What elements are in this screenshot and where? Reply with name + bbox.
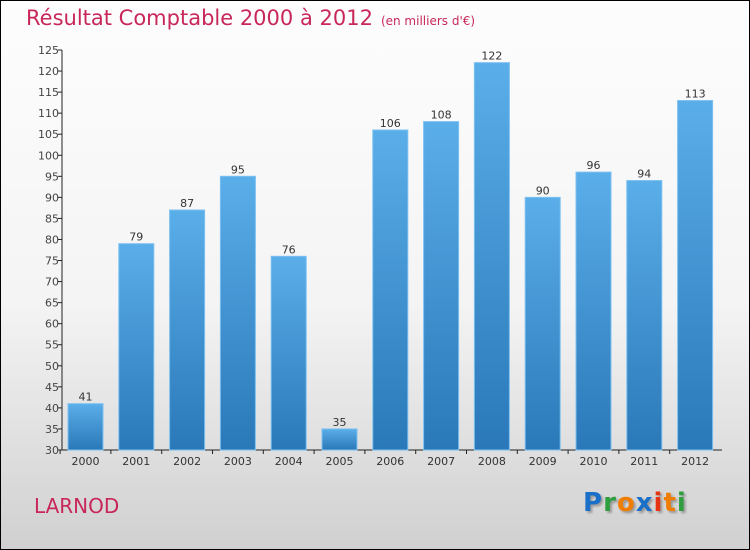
logo-letter: r xyxy=(603,488,617,518)
data-label-2008: 122 xyxy=(481,50,502,63)
bar-2000 xyxy=(67,403,104,451)
data-label-2003: 95 xyxy=(231,163,245,176)
data-label-2010: 96 xyxy=(587,159,601,172)
y-tick-label: 45 xyxy=(45,381,59,394)
bar-2009 xyxy=(524,196,561,451)
y-tick-label: 50 xyxy=(45,360,59,373)
data-label-2000: 41 xyxy=(79,391,93,404)
x-tick-label: 2006 xyxy=(376,455,404,468)
proxiti-logo: Proxiti xyxy=(583,488,687,518)
x-tick-label: 2000 xyxy=(72,455,100,468)
bar-2005 xyxy=(321,428,358,451)
data-label-2009: 90 xyxy=(536,184,550,197)
y-tick-label: 35 xyxy=(45,423,59,436)
y-tick-label: 100 xyxy=(38,149,59,162)
x-tick-label: 2007 xyxy=(427,455,455,468)
y-tick-label: 120 xyxy=(38,65,59,78)
data-label-2011: 94 xyxy=(637,168,651,181)
y-tick-label: 80 xyxy=(45,233,59,246)
y-tick-label: 85 xyxy=(45,212,59,225)
bar-2011 xyxy=(626,180,663,451)
title-text: Résultat Comptable 2000 à 2012 xyxy=(26,6,373,30)
x-tick-label: 2001 xyxy=(122,455,150,468)
chart-title: Résultat Comptable 2000 à 2012 (en millie… xyxy=(26,6,475,30)
y-tick-label: 105 xyxy=(38,128,59,141)
y-tick-label: 125 xyxy=(38,44,59,57)
bar-2003 xyxy=(219,175,256,451)
x-tick-label: 2011 xyxy=(630,455,658,468)
logo-letter: P xyxy=(583,488,604,518)
logo-letter: i xyxy=(676,488,687,518)
commune-name: LARNOD xyxy=(34,494,120,518)
y-tick-label: 115 xyxy=(38,86,59,99)
bar-2008 xyxy=(473,62,510,451)
x-tick-label: 2008 xyxy=(478,455,506,468)
data-label-2004: 76 xyxy=(282,243,296,256)
bar-2012 xyxy=(677,100,714,451)
y-tick-label: 60 xyxy=(45,318,59,331)
data-label-2005: 35 xyxy=(333,416,347,429)
bar-2006 xyxy=(372,129,409,451)
y-tick-label: 40 xyxy=(45,402,59,415)
x-tick-label: 2012 xyxy=(681,455,709,468)
data-label-2006: 106 xyxy=(380,117,401,130)
bar-2010 xyxy=(575,171,612,451)
data-label-2012: 113 xyxy=(685,88,706,101)
y-tick-label: 110 xyxy=(38,107,59,120)
bar-2002 xyxy=(169,209,206,451)
bar-2007 xyxy=(423,121,460,451)
y-tick-label: 90 xyxy=(45,191,59,204)
x-tick-label: 2010 xyxy=(580,455,608,468)
logo-letter: t xyxy=(663,488,677,518)
data-label-2001: 79 xyxy=(129,231,143,244)
y-tick-label: 55 xyxy=(45,339,59,352)
y-tick-label: 95 xyxy=(45,170,59,183)
y-tick-label: 65 xyxy=(45,297,59,310)
x-tick-label: 2009 xyxy=(529,455,557,468)
y-tick-label: 70 xyxy=(45,276,59,289)
bar-2004 xyxy=(270,255,307,451)
x-tick-label: 2004 xyxy=(275,455,303,468)
x-tick-label: 2003 xyxy=(224,455,252,468)
data-label-2007: 108 xyxy=(431,109,452,122)
logo-letter: o xyxy=(616,488,636,518)
x-tick-label: 2002 xyxy=(173,455,201,468)
logo-letter: i xyxy=(653,488,664,518)
x-tick-label: 2005 xyxy=(326,455,354,468)
data-label-2002: 87 xyxy=(180,197,194,210)
y-tick-label: 30 xyxy=(45,444,59,457)
chart-subtitle: (en milliers d'€) xyxy=(380,14,476,28)
bar-2001 xyxy=(118,243,155,451)
y-tick-label: 75 xyxy=(45,255,59,268)
logo-letter: x xyxy=(635,488,654,518)
